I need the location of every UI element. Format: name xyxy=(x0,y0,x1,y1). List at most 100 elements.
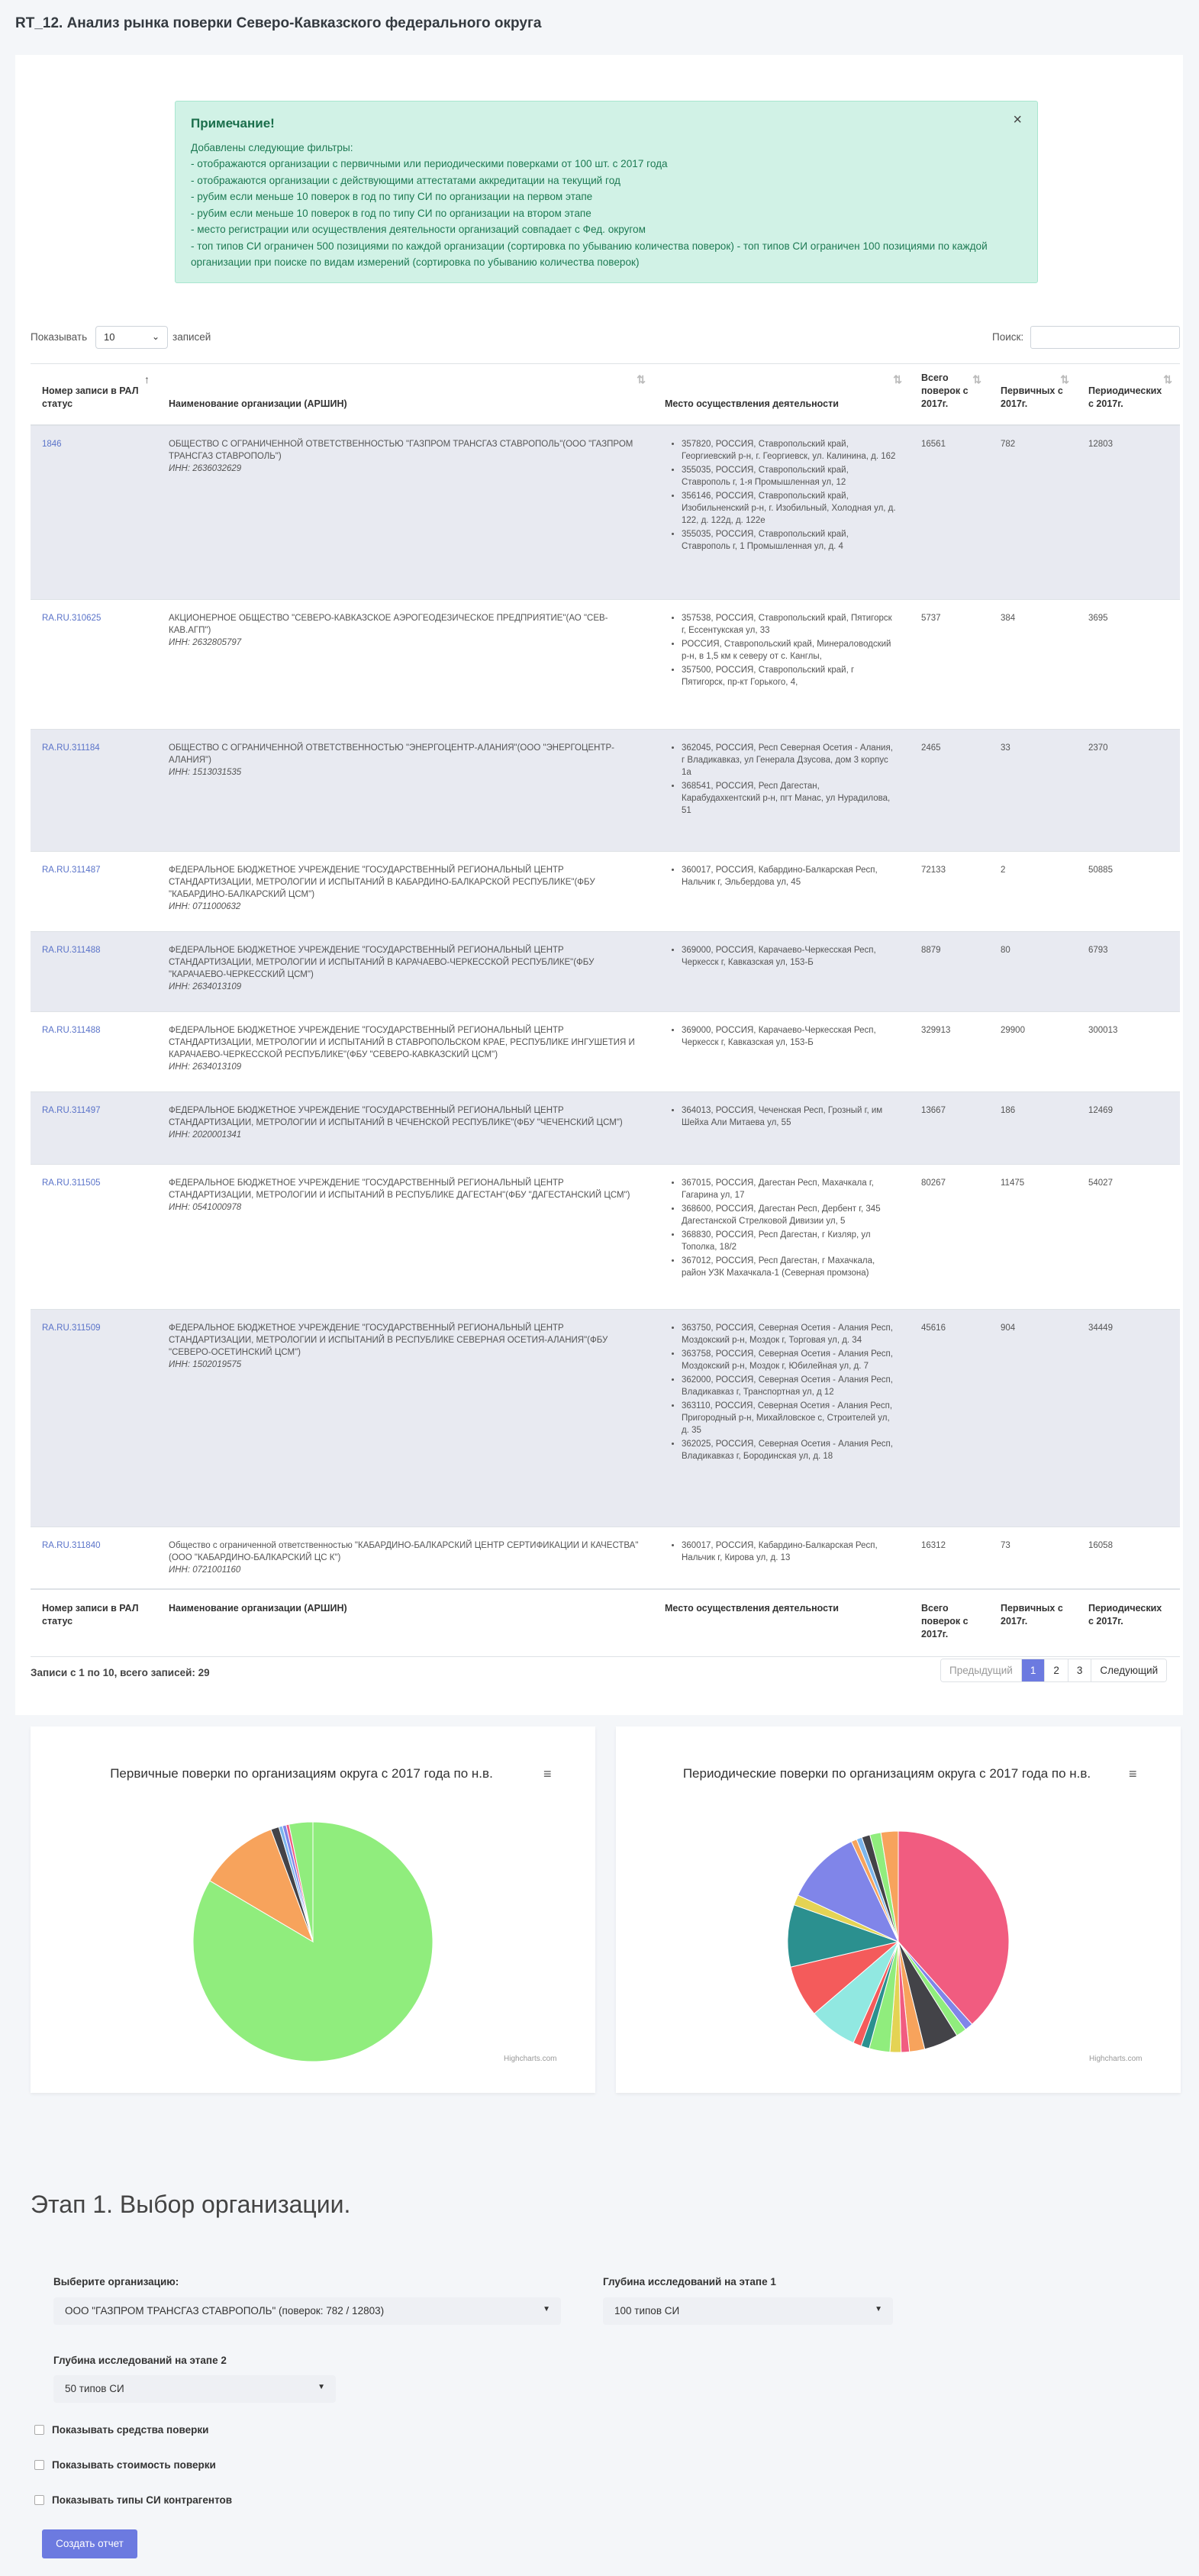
page-3-button[interactable]: 3 xyxy=(1067,1659,1091,1681)
organizations-table: Номер записи в РАЛ статус ↑ Наименование … xyxy=(31,363,1180,1657)
cell-id: RA.RU.311488 xyxy=(31,1011,157,1091)
cell-id: 1846 xyxy=(31,424,157,599)
cell-place: 364013, РОССИЯ, Чеченская Респ, Грозный … xyxy=(653,1091,910,1164)
chart-title: Периодические поверки по организациям ок… xyxy=(682,1766,1091,1781)
chevron-down-icon: ⌄ xyxy=(151,331,160,342)
place-item: 355035, РОССИЯ, Ставропольский край, Ста… xyxy=(682,528,898,553)
alert-line: Добавлены следующие фильтры: xyxy=(191,141,353,153)
cell-place: 363750, РОССИЯ, Северная Осетия - Алания… xyxy=(653,1308,910,1527)
cell-id: RA.RU.311505 xyxy=(31,1163,157,1309)
record-link[interactable]: RA.RU.311488 xyxy=(42,945,101,955)
footer-org: Наименование организации (АРШИН) xyxy=(157,1588,653,1657)
cell-total: 16561 xyxy=(910,424,989,599)
table-row: RA.RU.311509 ФЕДЕРАЛЬНОЕ БЮДЖЕТНОЕ УЧРЕЖД… xyxy=(31,1308,1180,1527)
table-footer-row: Номер записи в РАЛ статус Наименование о… xyxy=(31,1588,1180,1657)
page-1-button[interactable]: 1 xyxy=(1020,1659,1045,1681)
col-header-id[interactable]: Номер записи в РАЛ статус ↑ xyxy=(31,363,157,426)
show-contractor-types-checkbox[interactable]: Показывать типы СИ контрагентов xyxy=(34,2494,232,2506)
pie-slice[interactable] xyxy=(898,1830,1010,2025)
record-link[interactable]: RA.RU.311505 xyxy=(42,1178,101,1188)
col-header-periodic[interactable]: Периодических с 2017г. ⇅ xyxy=(1077,363,1180,426)
cell-place: 362045, РОССИЯ, Респ Северная Осетия - А… xyxy=(653,728,910,851)
cell-periodic: 34449 xyxy=(1077,1308,1180,1527)
cell-place: 357820, РОССИЯ, Ставропольский край, Гео… xyxy=(653,424,910,599)
checkbox-box[interactable] xyxy=(34,2495,44,2505)
search-input[interactable] xyxy=(1030,326,1180,349)
cell-periodic: 3695 xyxy=(1077,598,1180,729)
place-item: 367015, РОССИЯ, Дагестан Респ, Махачкала… xyxy=(682,1177,898,1201)
menu-icon[interactable]: ≡ xyxy=(1129,1766,1137,1781)
org-name: ФЕДЕРАЛЬНОЕ БЮДЖЕТНОЕ УЧРЕЖДЕНИЕ "ГОСУДА… xyxy=(169,1178,630,1200)
cell-primary: 80 xyxy=(989,930,1077,1011)
show-cost-checkbox[interactable]: Показывать стоимость поверки xyxy=(34,2459,216,2471)
depth1-label: Глубина исследований на этапе 1 xyxy=(603,2276,776,2287)
close-icon[interactable]: × xyxy=(1013,111,1022,128)
place-item: 368830, РОССИЯ, Респ Дагестан, г Кизляр,… xyxy=(682,1229,898,1253)
record-link[interactable]: RA.RU.311487 xyxy=(42,865,101,875)
cell-periodic: 54027 xyxy=(1077,1163,1180,1309)
record-link[interactable]: RA.RU.310625 xyxy=(42,613,102,623)
create-report-button[interactable]: Создать отчет xyxy=(42,2529,137,2558)
pie-slice[interactable] xyxy=(209,1829,314,1943)
pie-slice[interactable] xyxy=(192,1821,434,2062)
cell-primary: 73 xyxy=(989,1526,1077,1589)
org-name: ФЕДЕРАЛЬНОЕ БЮДЖЕТНОЕ УЧРЕЖДЕНИЕ "ГОСУДА… xyxy=(169,1025,635,1059)
show-tools-checkbox[interactable]: Показывать средства поверки xyxy=(34,2424,208,2436)
col-header-place[interactable]: Место осуществления деятельности ⇅ xyxy=(653,363,910,426)
cell-place: 360017, РОССИЯ, Кабардино-Балкарская Рес… xyxy=(653,850,910,931)
cell-org: АКЦИОНЕРНОЕ ОБЩЕСТВО "СЕВЕРО-КАВКАЗСКОЕ … xyxy=(157,598,653,729)
org-inn: ИНН: 0721001160 xyxy=(169,1565,241,1575)
col-header-primary[interactable]: Первичных с 2017г. ⇅ xyxy=(989,363,1077,426)
org-select-value: ООО "ГАЗПРОМ ТРАНСГАЗ СТАВРОПОЛЬ" (повер… xyxy=(65,2305,385,2316)
record-link[interactable]: RA.RU.311488 xyxy=(42,1025,101,1035)
alert-line: - рубим если меньше 10 поверок в год по … xyxy=(191,207,591,219)
pie-slice[interactable] xyxy=(797,1841,900,1943)
place-item: 360017, РОССИЯ, Кабардино-Балкарская Рес… xyxy=(682,1539,898,1564)
checkbox-box[interactable] xyxy=(34,2425,44,2435)
depth2-select[interactable]: 50 типов СИ ▼ xyxy=(53,2375,336,2403)
org-inn: ИНН: 1502019575 xyxy=(169,1359,242,1369)
org-inn: ИНН: 2636032629 xyxy=(169,464,242,473)
cell-total: 45616 xyxy=(910,1308,989,1527)
col-header-org[interactable]: Наименование организации (АРШИН) ⇅ xyxy=(157,363,653,426)
pie-slice[interactable] xyxy=(880,1830,899,1942)
cell-org: ФЕДЕРАЛЬНОЕ БЮДЖЕТНОЕ УЧРЕЖДЕНИЕ "ГОСУДА… xyxy=(157,1011,653,1091)
primary-chart-card: Первичные поверки по организациям округа… xyxy=(31,1726,595,2093)
org-inn: ИНН: 2634013109 xyxy=(169,1062,242,1072)
org-name: АКЦИОНЕРНОЕ ОБЩЕСТВО "СЕВЕРО-КАВКАЗСКОЕ … xyxy=(169,613,608,635)
pie-slice[interactable] xyxy=(288,1821,314,1942)
place-item: 356146, РОССИЯ, Ставропольский край, Изо… xyxy=(682,490,898,527)
page-2-button[interactable]: 2 xyxy=(1044,1659,1068,1681)
menu-icon[interactable]: ≡ xyxy=(543,1766,552,1781)
footer-id: Номер записи в РАЛ статус xyxy=(31,1588,157,1657)
org-inn: ИНН: 0541000978 xyxy=(169,1202,242,1212)
org-inn: ИНН: 1513031535 xyxy=(169,767,242,777)
next-page-button[interactable]: Следующий xyxy=(1091,1659,1167,1681)
place-item: 362045, РОССИЯ, Респ Северная Осетия - А… xyxy=(682,742,898,779)
depth1-select[interactable]: 100 типов СИ ▼ xyxy=(603,2297,893,2325)
record-link[interactable]: 1846 xyxy=(42,440,62,449)
checkbox-box[interactable] xyxy=(34,2460,44,2470)
record-link[interactable]: RA.RU.311497 xyxy=(42,1105,101,1115)
footer-periodic: Периодических с 2017г. xyxy=(1077,1588,1180,1657)
org-inn: ИНН: 2632805797 xyxy=(169,637,242,647)
depth2-value: 50 типов СИ xyxy=(65,2383,124,2394)
table-row: RA.RU.311487 ФЕДЕРАЛЬНОЕ БЮДЖЕТНОЕ УЧРЕЖД… xyxy=(31,850,1180,931)
cell-periodic: 16058 xyxy=(1077,1526,1180,1589)
table-row: RA.RU.311505 ФЕДЕРАЛЬНОЕ БЮДЖЕТНОЕ УЧРЕЖД… xyxy=(31,1163,1180,1309)
record-link[interactable]: RA.RU.311840 xyxy=(42,1540,101,1550)
col-header-total[interactable]: Всего поверок с 2017г. ⇅ xyxy=(910,363,989,426)
pie-slice[interactable] xyxy=(787,1904,900,1968)
checkbox-label: Показывать стоимость поверки xyxy=(52,2459,216,2471)
place-item: 357538, РОССИЯ, Ставропольский край, Пят… xyxy=(682,612,898,637)
cell-org: ФЕДЕРАЛЬНОЕ БЮДЖЕТНОЕ УЧРЕЖДЕНИЕ "ГОСУДА… xyxy=(157,930,653,1011)
page-length-select[interactable]: 10 ⌄ xyxy=(95,326,168,349)
cell-periodic: 12803 xyxy=(1077,424,1180,599)
place-item: 369000, РОССИЯ, Карачаево-Черкесская Рес… xyxy=(682,944,898,969)
record-link[interactable]: RA.RU.311184 xyxy=(42,743,100,753)
org-name: ОБЩЕСТВО С ОГРАНИЧЕННОЙ ОТВЕТСТВЕННОСТЬЮ… xyxy=(169,440,633,461)
org-select[interactable]: ООО "ГАЗПРОМ ТРАНСГАЗ СТАВРОПОЛЬ" (повер… xyxy=(53,2297,561,2325)
record-link[interactable]: RA.RU.311509 xyxy=(42,1323,101,1333)
prev-page-button[interactable]: Предыдущий xyxy=(941,1659,1021,1681)
footer-total: Всего поверок с 2017г. xyxy=(910,1588,989,1657)
